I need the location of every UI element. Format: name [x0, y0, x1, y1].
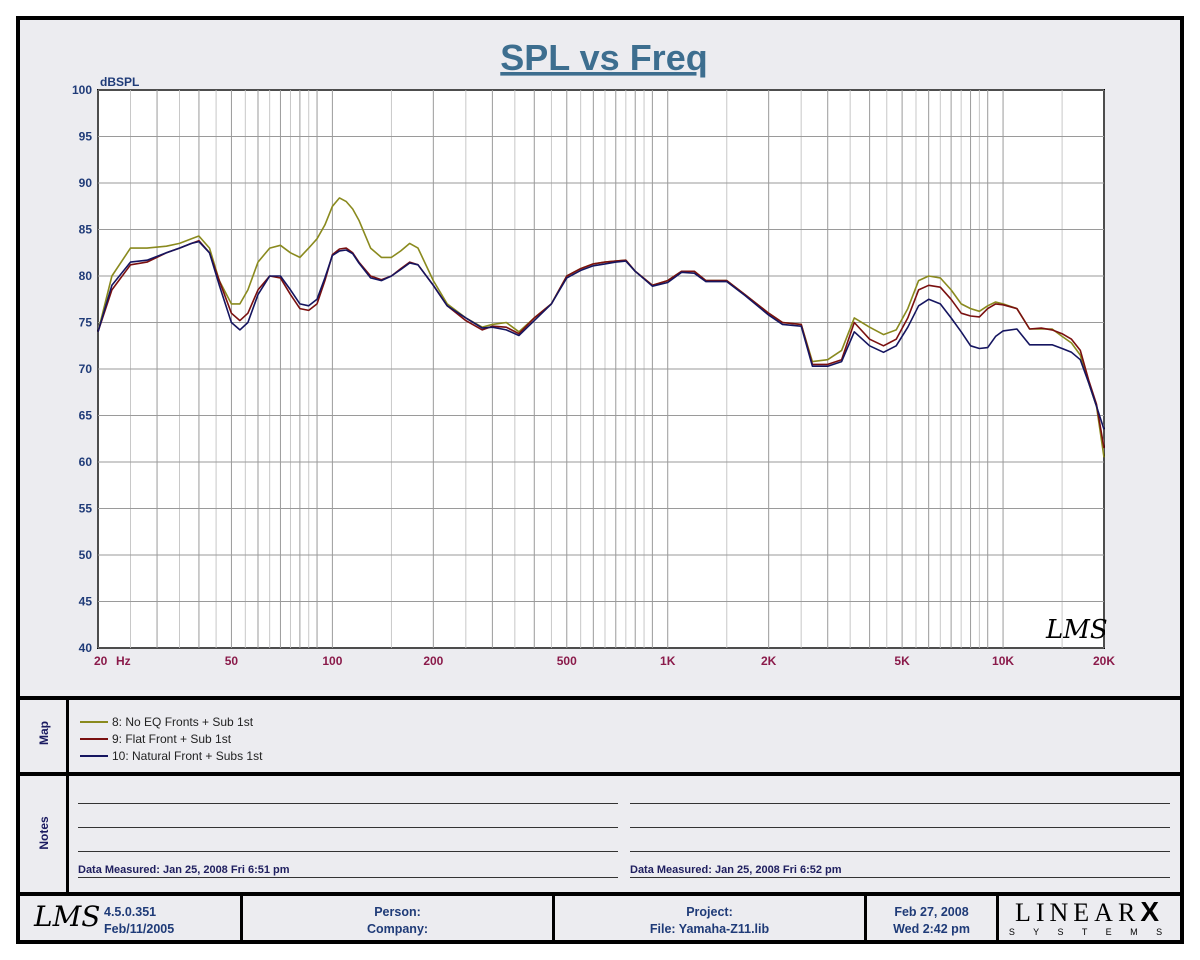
- legend-item: 8: No EQ Fronts + Sub 1st: [80, 714, 253, 730]
- x-tick-label: 20K: [1093, 654, 1115, 668]
- y-axis-label: dBSPL: [100, 75, 139, 89]
- legend-label: 8: No EQ Fronts + Sub 1st: [112, 715, 254, 729]
- y-tick-label: 95: [79, 130, 93, 144]
- legend-label: 9: Flat Front + Sub 1st: [112, 732, 232, 746]
- brand-systems: S Y S T E M S: [1008, 927, 1171, 937]
- legend-item: 10: Natural Front + Subs 1st: [80, 748, 262, 764]
- grid-lines: [97, 89, 1105, 649]
- data-series: [97, 197, 1105, 458]
- build-date: Feb/11/2005: [104, 922, 175, 936]
- y-tick-label: 75: [79, 316, 93, 330]
- y-tick-label: 50: [79, 548, 93, 562]
- report-time: Wed 2:42 pm: [893, 922, 970, 936]
- project-info: Project: File: Yamaha-Z11.lib: [555, 904, 864, 938]
- y-tick-label: 40: [79, 641, 93, 655]
- note-measured-left: Data Measured: Jan 25, 2008 Fri 6:51 pm: [78, 864, 290, 876]
- chart-title: SPL vs Freq: [500, 37, 707, 78]
- legend-item: 9: Flat Front + Sub 1st: [80, 731, 231, 747]
- x-tick-label: 100: [322, 654, 342, 668]
- legend-label: 10: Natural Front + Subs 1st: [112, 749, 263, 763]
- x-tick-label: 20: [94, 654, 108, 668]
- version-info: 4.5.0.351 Feb/11/2005: [104, 904, 174, 938]
- project-label: Project:: [686, 905, 733, 919]
- y-tick-label: 85: [79, 223, 93, 237]
- person-label: Person:: [374, 905, 421, 919]
- x-tick-label: 50: [225, 654, 239, 668]
- legend-swatch: [80, 721, 108, 723]
- y-tick-label: 90: [79, 176, 93, 190]
- y-tick-label: 60: [79, 455, 93, 469]
- x-tick-label: 10K: [992, 654, 1014, 668]
- x-tick-label: 200: [423, 654, 443, 668]
- y-tick-label: 70: [79, 362, 93, 376]
- file-label: File: Yamaha-Z11.lib: [649, 922, 770, 936]
- spl-chart: SPL vs Freq dBSPL 40 45 50 55 60 65 70 75 80 85 90…: [72, 37, 1115, 668]
- axis-ticks: 40 45 50 55 60 65 70 75 80 85 90 95 100 20 50 100 200 500…: [72, 83, 1115, 668]
- y-tick-label: 55: [79, 502, 93, 516]
- lms-watermark: LMS: [1045, 615, 1108, 645]
- version-number: 4.5.0.351: [104, 905, 157, 919]
- series-line: [97, 240, 1105, 430]
- report-date: Feb 27, 2008: [894, 905, 969, 919]
- linearx-logo: LINEARX S Y S T E M S: [999, 898, 1180, 944]
- x-tick-label: 5K: [894, 654, 910, 668]
- note-measured-right: Data Measured: Jan 25, 2008 Fri 6:52 pm: [630, 864, 842, 876]
- company-label: Company:: [366, 922, 429, 936]
- brand-linear: LINEAR: [1014, 898, 1141, 927]
- brand-x: X: [1140, 896, 1164, 927]
- x-tick-label: 2K: [761, 654, 777, 668]
- y-tick-label: 100: [72, 83, 92, 97]
- legend-swatch: [80, 738, 108, 740]
- y-tick-label: 45: [79, 595, 93, 609]
- x-tick-label: 1K: [660, 654, 676, 668]
- x-tick-label: 500: [557, 654, 577, 668]
- report-datetime: Feb 27, 2008 Wed 2:42 pm: [867, 904, 996, 938]
- x-unit-label: Hz: [116, 654, 131, 668]
- legend-swatch: [80, 755, 108, 757]
- lms-report-frame: SPL vs Freq dBSPL 40 45 50 55 60 65 70 75 80 85 90…: [16, 16, 1184, 944]
- y-tick-label: 80: [79, 269, 93, 283]
- lms-logo: LMS: [34, 900, 101, 933]
- y-tick-label: 65: [79, 409, 93, 423]
- person-company: Person: Company:: [243, 904, 552, 938]
- notes-section-label: Notes: [37, 816, 51, 850]
